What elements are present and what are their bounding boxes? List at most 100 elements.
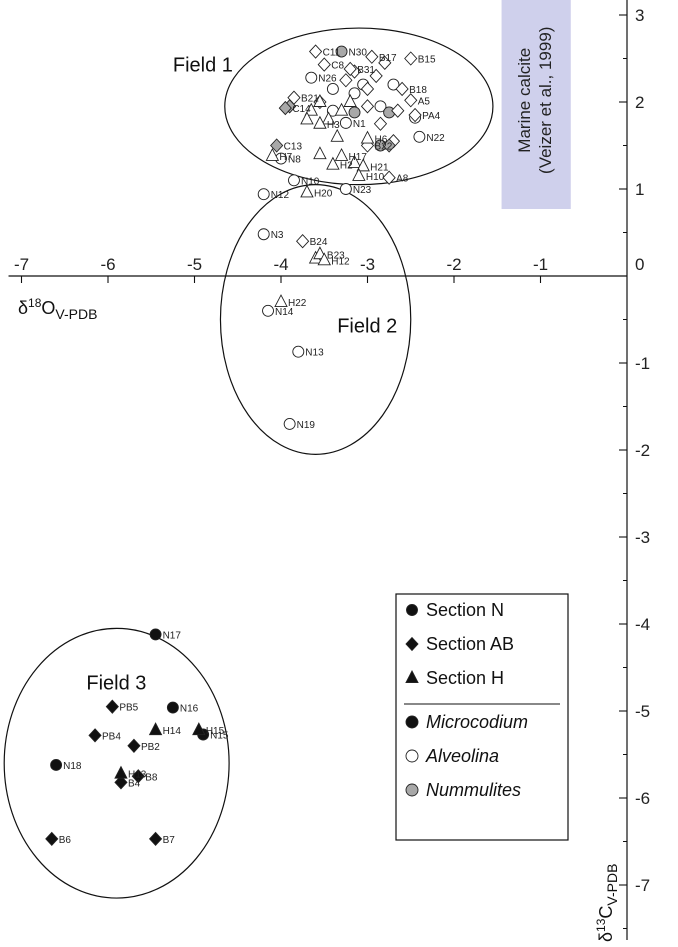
data-point — [300, 111, 314, 125]
marine-calcite-band: Marine calcite (Veizer et al., 1999) — [501, 0, 571, 210]
marine-calcite-box — [501, 0, 571, 210]
data-point — [88, 728, 102, 743]
data-point — [292, 345, 305, 358]
point-label: B17 — [379, 53, 397, 64]
x-tick-label: -1 — [533, 255, 548, 274]
data-point — [313, 94, 327, 107]
point-label: N1 — [353, 119, 366, 130]
data-point — [343, 61, 357, 77]
x-tick-label: 0 — [635, 255, 644, 274]
point-label: H20 — [314, 188, 333, 199]
data-point — [166, 701, 179, 714]
data-point — [114, 775, 128, 790]
point-label: B21 — [301, 94, 319, 105]
legend-box — [395, 593, 569, 841]
axis-titles: δ18OV-PDB δ13CV-PDB — [18, 296, 620, 942]
point-label: H22 — [288, 298, 307, 309]
point-label: B23 — [327, 250, 345, 261]
data-point — [300, 184, 314, 198]
legend-marker — [406, 604, 418, 616]
point-label: C13 — [284, 142, 303, 153]
data-point — [356, 158, 370, 172]
point-label: B24 — [310, 237, 328, 248]
legend-marker — [405, 670, 419, 683]
x-tick-label: -7 — [14, 255, 29, 274]
data-point — [131, 769, 145, 784]
legend-entry: Section N — [426, 600, 504, 620]
field-ellipse — [3, 627, 230, 899]
legend-marker — [405, 636, 419, 652]
data-point — [326, 82, 339, 95]
data-point — [335, 45, 348, 58]
legend-entry: Microcodium — [426, 712, 528, 732]
data-point — [149, 628, 162, 641]
point-label: N14 — [275, 307, 294, 318]
point-label: N18 — [63, 761, 82, 772]
y-tick-label: -6 — [635, 789, 650, 808]
data-point — [373, 116, 388, 131]
legend-entry: Nummulites — [426, 780, 521, 800]
point-label: H10 — [366, 172, 385, 183]
point-label: H17 — [349, 152, 368, 163]
axes: -7 -6 -5 -4 -3 -2 -1 0 3 2 1 -1 -2 -3 -4 -5 -6 -7 — [8, 0, 650, 940]
y-tick-label: 2 — [635, 93, 644, 112]
point-label: H2 — [340, 161, 353, 172]
data-point — [317, 57, 331, 72]
y-tick-label: -2 — [635, 441, 650, 460]
y-tick-label: -3 — [635, 528, 650, 547]
x-tick-label: -6 — [100, 255, 115, 274]
data-point — [382, 138, 396, 153]
data-point — [192, 722, 206, 736]
data-point — [114, 765, 128, 779]
point-label: B18 — [409, 85, 427, 96]
data-point — [374, 100, 387, 113]
data-point — [382, 170, 396, 185]
legend-marker — [405, 749, 419, 763]
data-point — [360, 130, 375, 144]
data-point — [127, 738, 141, 753]
field-ellipse — [219, 184, 412, 455]
point-label: PA4 — [422, 111, 441, 122]
legend-entry: Alveolina — [425, 746, 499, 766]
data-point — [287, 90, 301, 105]
point-label: N30 — [349, 48, 368, 59]
field-label: Field 3 — [86, 672, 146, 694]
legend-entry: Section AB — [426, 634, 514, 654]
data-point — [339, 73, 353, 88]
legend-marker — [405, 715, 419, 729]
point-label: N16 — [180, 704, 199, 715]
point-label: B8 — [145, 772, 158, 783]
data-point — [313, 115, 327, 129]
point-label: H7 — [279, 152, 292, 163]
point-label: N10 — [301, 176, 320, 187]
y-tick-label: -1 — [635, 354, 650, 373]
y-tick-label: 3 — [635, 6, 644, 25]
data-point — [330, 128, 344, 142]
point-label: B15 — [418, 55, 436, 66]
marine-calcite-citation: (Veizer et al., 1999) — [536, 27, 555, 174]
field-label: Field 1 — [173, 55, 233, 77]
y-tick-label: -4 — [635, 615, 650, 634]
point-label: PB5 — [119, 703, 138, 714]
point-label: PB2 — [141, 742, 160, 753]
point-label: N3 — [271, 230, 284, 241]
data-point — [326, 156, 340, 170]
field-ellipse — [224, 27, 494, 186]
data-point — [404, 51, 418, 66]
data-point — [257, 188, 270, 201]
field-label: Field 2 — [337, 316, 397, 338]
point-label: N17 — [163, 630, 182, 641]
point-label: H15 — [206, 726, 225, 737]
data-point — [50, 758, 63, 771]
point-label: A8 — [396, 174, 409, 185]
y-tick-label: -7 — [635, 876, 650, 895]
data-point — [347, 154, 362, 168]
y-tick-label: -5 — [635, 702, 650, 721]
point-label: B7 — [163, 835, 176, 846]
x-tick-label: -3 — [360, 255, 375, 274]
point-label: H21 — [370, 162, 389, 173]
point-label: C8 — [331, 61, 344, 72]
data-point — [348, 106, 361, 119]
data-point — [148, 831, 163, 847]
data-point — [274, 294, 288, 308]
